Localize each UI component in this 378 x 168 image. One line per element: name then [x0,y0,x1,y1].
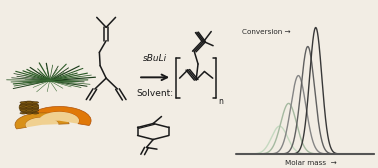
Wedge shape [26,117,59,127]
Text: n: n [218,97,223,106]
Ellipse shape [19,101,39,114]
Ellipse shape [26,110,33,111]
Text: Conversion →: Conversion → [242,29,290,35]
Ellipse shape [32,107,39,109]
Wedge shape [15,113,69,129]
Ellipse shape [20,112,27,114]
Ellipse shape [26,102,33,103]
Ellipse shape [26,112,33,114]
Text: Molar mass  →: Molar mass → [285,160,336,166]
Ellipse shape [32,102,39,103]
Ellipse shape [32,104,39,106]
Wedge shape [39,112,79,124]
Ellipse shape [20,104,27,106]
Ellipse shape [20,110,27,111]
Ellipse shape [32,112,39,114]
Text: Solvent:: Solvent: [136,89,174,98]
Ellipse shape [26,104,33,106]
Text: sBuLi: sBuLi [143,54,167,63]
Wedge shape [27,107,91,125]
Ellipse shape [20,102,27,103]
Ellipse shape [26,107,33,109]
Ellipse shape [32,110,39,111]
Ellipse shape [20,107,27,109]
